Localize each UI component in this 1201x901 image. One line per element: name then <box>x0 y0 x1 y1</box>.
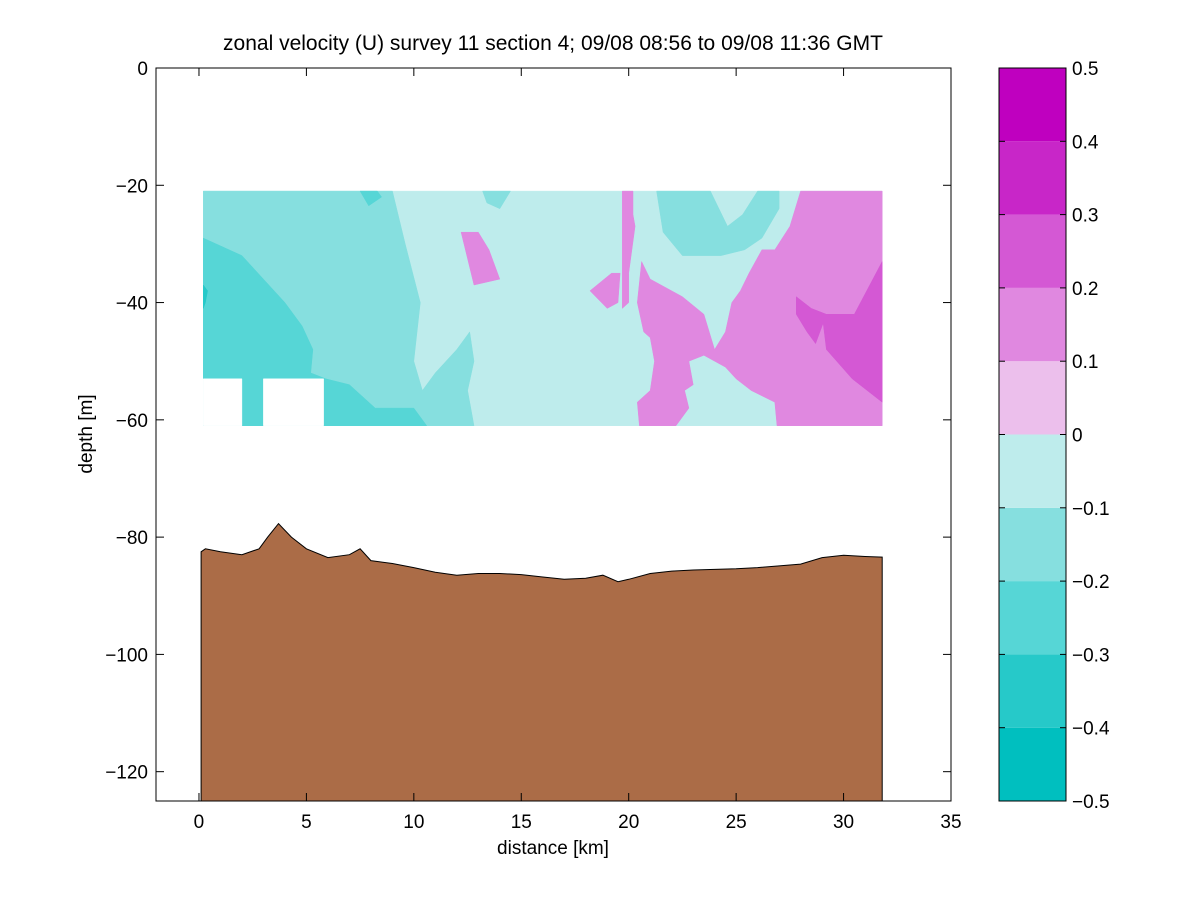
y-tick-label: −20 <box>116 176 148 197</box>
colorbar-swatch <box>999 214 1066 288</box>
x-axis-label: distance [km] <box>497 838 609 859</box>
velocity-region-3 <box>656 190 780 256</box>
chart-title: zonal velocity (U) survey 11 section 4; … <box>223 32 883 55</box>
x-tick-label: 10 <box>403 812 424 833</box>
y-tick-label: −60 <box>116 411 148 432</box>
x-tick-label: 20 <box>618 812 639 833</box>
velocity-region-4 <box>203 237 428 426</box>
velocity-region-9 <box>622 190 636 309</box>
colorbar-swatch <box>999 727 1066 801</box>
colorbar-tick-label: −0.1 <box>1072 499 1110 520</box>
plot-frame <box>155 67 952 802</box>
x-tick-label: 15 <box>511 812 532 833</box>
colorbar-swatch <box>999 654 1066 728</box>
colorbar: −0.5 −0.4 −0.3 −0.2 −0.1 0 0.1 0.2 0.3 0.4 0.5 <box>998 59 1110 813</box>
velocity-region-8 <box>589 272 621 309</box>
y-tick-label: −40 <box>116 294 148 315</box>
colorbar-swatch <box>999 68 1066 142</box>
y-tick-label: −120 <box>105 763 148 784</box>
velocity-region-11 <box>821 261 883 403</box>
x-tick-label: 35 <box>940 812 961 833</box>
x-tick-label: 5 <box>301 812 312 833</box>
colorbar-tick-label: 0.5 <box>1072 59 1098 80</box>
x-axis: 0 5 10 15 20 25 30 35 <box>194 68 962 833</box>
colorbar-swatch <box>999 141 1066 215</box>
no-data-region-1 <box>263 378 324 426</box>
velocity-region-7 <box>460 231 501 286</box>
colorbar-swatch <box>999 507 1066 582</box>
y-tick-label: −100 <box>105 645 148 666</box>
colorbar-tick-label: 0.1 <box>1072 352 1098 373</box>
colorbar-tick-label: 0 <box>1072 426 1083 447</box>
colorbar-swatch <box>999 581 1066 655</box>
colorbar-tick-label: −0.3 <box>1072 645 1110 666</box>
velocity-region-10 <box>637 190 883 426</box>
colorbar-tick-label: −0.5 <box>1072 792 1110 813</box>
y-axis: 0 −20 −40 −60 −80 −100 −120 <box>105 59 951 784</box>
velocity-region-2 <box>482 190 511 210</box>
colorbar-tick-label: 0.4 <box>1072 132 1099 153</box>
x-tick-label: 25 <box>726 812 747 833</box>
colorbar-tick-label: 0.2 <box>1072 279 1098 300</box>
colorbar-swatch <box>999 434 1066 508</box>
seafloor-profile <box>200 522 883 801</box>
colorbar-tick-label: 0.3 <box>1072 206 1098 227</box>
colorbar-tick-label: −0.2 <box>1072 572 1110 593</box>
y-tick-label: −80 <box>116 528 148 549</box>
colorbar-swatch <box>999 287 1066 362</box>
x-tick-label: 30 <box>833 812 854 833</box>
velocity-contours <box>203 190 883 426</box>
y-axis-label: depth [m] <box>76 394 97 473</box>
velocity-region-12 <box>796 296 827 345</box>
colorbar-tick-label: −0.4 <box>1072 719 1110 740</box>
velocity-region-5 <box>359 190 382 207</box>
colorbar-swatch <box>999 361 1066 435</box>
y-tick-label: 0 <box>137 59 148 80</box>
x-tick-label: 0 <box>194 812 205 833</box>
no-data-region-0 <box>203 378 243 426</box>
velocity-region-6 <box>203 284 208 309</box>
seafloor-bathymetry <box>200 522 883 801</box>
plot-area: 0 5 10 15 20 25 30 35 0 −20 −40 −60 −80 −100 −120 <box>105 59 961 833</box>
